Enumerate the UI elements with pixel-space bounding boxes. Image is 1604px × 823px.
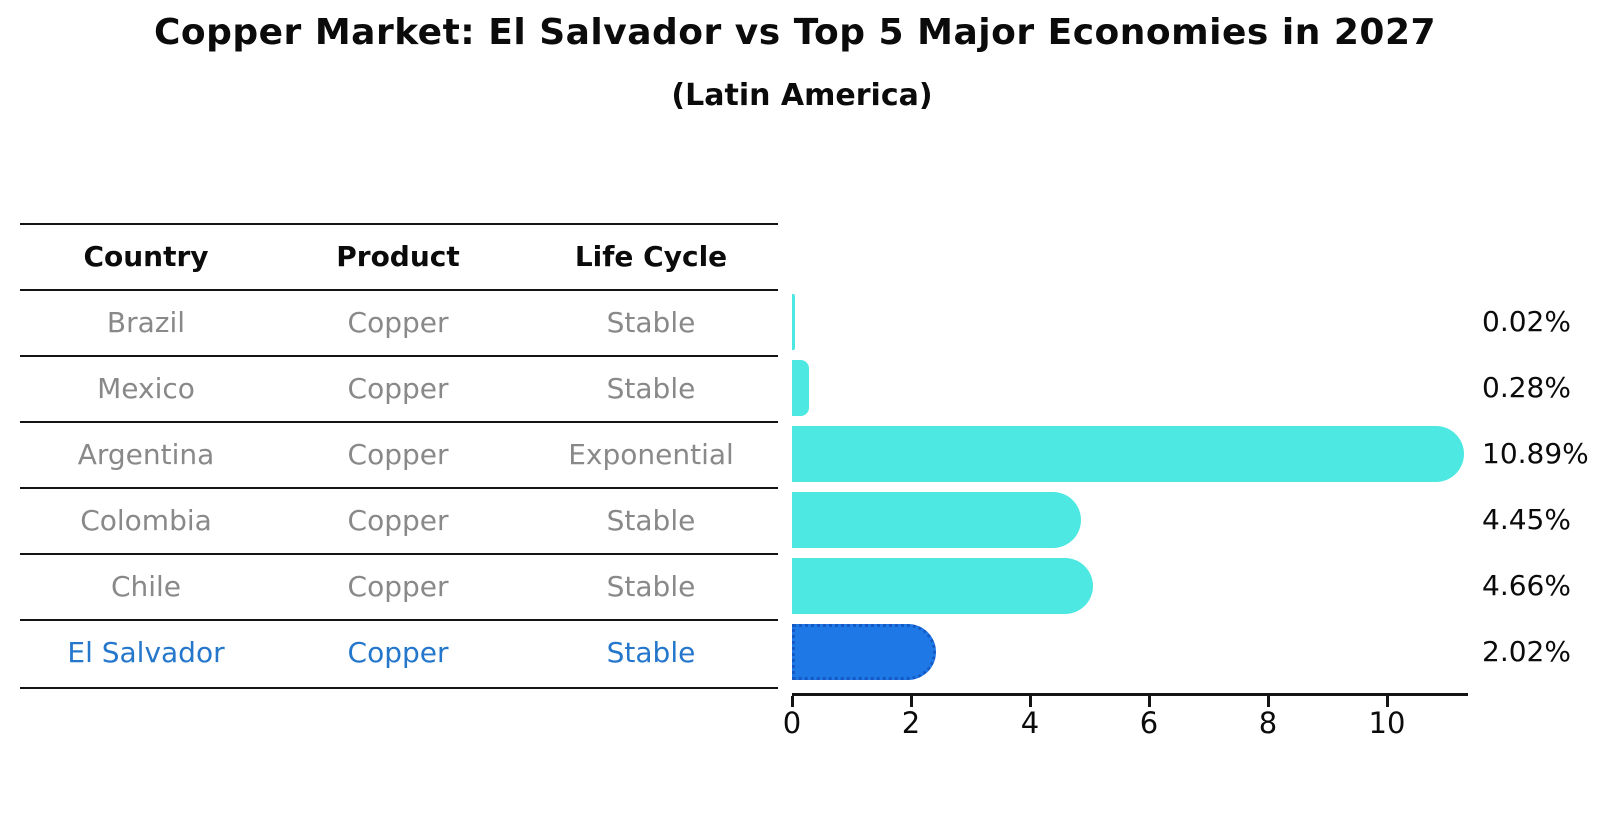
x-tick-mark [1029,696,1032,707]
column-header-life-cycle: Life Cycle [574,240,728,273]
life-cycle-cell: Stable [606,372,696,405]
x-tick-label: 2 [901,706,921,740]
bar-argentina [792,426,1464,482]
product-cell: Copper [347,306,449,339]
country-cell: Argentina [77,438,215,471]
life-cycle-cell: Stable [606,570,696,603]
x-tick-label: 4 [1020,706,1040,740]
x-axis-line [792,693,1468,696]
table-row-brazil: Brazil Copper Stable [20,291,778,357]
table-row-colombia: Colombia Copper Stable [20,489,778,555]
x-tick-mark [791,696,794,707]
column-header-country: Country [83,240,209,273]
x-tick-mark [1267,696,1270,707]
value-label-chile: 4.66% [1482,569,1571,602]
value-label-el-salvador: 2.02% [1482,635,1571,668]
product-cell: Copper [347,504,449,537]
value-label-colombia: 4.45% [1482,503,1571,536]
country-cell: Brazil [106,306,186,339]
x-tick-label: 0 [782,706,802,740]
product-cell: Copper [347,570,449,603]
x-tick-mark [1148,696,1151,707]
life-cycle-cell: Stable [606,306,696,339]
bar-colombia [792,492,1081,548]
chart-title: Copper Market: El Salvador vs Top 5 Majo… [153,12,1437,53]
country-cell: El Salvador [67,636,225,669]
country-cell: Mexico [97,372,195,405]
table-row-el-salvador: El Salvador Copper Stable [20,621,778,687]
life-cycle-cell: Stable [606,636,696,669]
x-tick-label: 8 [1258,706,1278,740]
bar-el-salvador [792,624,937,680]
table-row-mexico: Mexico Copper Stable [20,357,778,423]
x-tick-mark [910,696,913,707]
country-table: Country Product Life Cycle Brazil Copper S… [20,223,778,689]
value-label-argentina: 10.89% [1482,437,1589,470]
bar-brazil [792,294,795,350]
x-tick-label: 10 [1368,706,1406,740]
x-tick-label: 6 [1139,706,1159,740]
table-header-row: Country Product Life Cycle [20,225,778,291]
x-tick-mark [1386,696,1389,707]
product-cell: Copper [347,372,449,405]
bar-chile [792,558,1094,614]
table-row-chile: Chile Copper Stable [20,555,778,621]
country-cell: Chile [110,570,182,603]
product-cell: Copper [347,636,449,669]
bar-mexico [792,360,809,416]
value-label-brazil: 0.02% [1482,305,1571,338]
table-row-argentina: Argentina Copper Exponential [20,423,778,489]
country-cell: Colombia [80,504,212,537]
value-label-mexico: 0.28% [1482,371,1571,404]
life-cycle-cell: Exponential [568,438,734,471]
product-cell: Copper [347,438,449,471]
chart-subtitle: (Latin America) [671,78,933,113]
column-header-product: Product [336,240,460,273]
life-cycle-cell: Stable [606,504,696,537]
